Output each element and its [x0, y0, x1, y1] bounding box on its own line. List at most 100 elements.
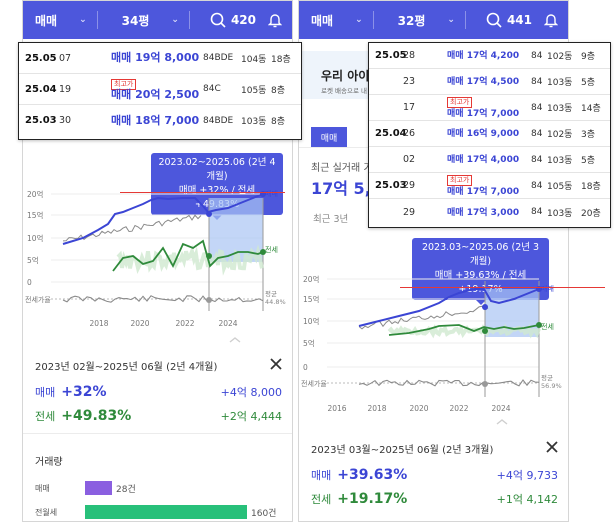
left-transaction-popup[interactable]: 25.05 07 매매 19억 8,000 84BDE 104동 18층 25.04 19 최고…	[18, 42, 302, 140]
trade-building: 103동	[241, 117, 267, 127]
chevron-down-icon: ⌄	[447, 15, 455, 25]
left-rent-range	[116, 244, 264, 276]
right-rent-line	[388, 324, 540, 336]
right-avg-label: 평균	[541, 373, 553, 382]
trade-price: 매매 17억 7,000	[447, 187, 520, 197]
trade-price: 매매 17억 4,500	[447, 77, 520, 87]
right-x-tick-label: 2016	[327, 404, 346, 413]
right-transaction-row[interactable]: 17 최고가 매매 17억 7,000 84 103동 14층	[369, 95, 610, 121]
left-sale-pct: +32%	[61, 384, 107, 400]
left-x-tick-label: 2024	[218, 319, 237, 328]
volume-bar	[85, 481, 112, 495]
trade-price: 매매 20억 2,500	[111, 88, 200, 101]
trade-price-cell: 매매 17억 4,200	[447, 50, 531, 61]
right-deal-label: 매매	[311, 13, 334, 28]
left-y-tick-label: 20억	[27, 190, 43, 199]
trade-unit-type: 84	[531, 102, 543, 113]
left-lower-label: 전세가율	[25, 295, 51, 304]
trade-unit-type: 84BDE	[203, 53, 234, 63]
right-y-tick-label: 5억	[303, 339, 315, 348]
trade-unit-type: 84	[531, 154, 543, 165]
left-transaction-row[interactable]: 25.04 19 최고가 매매 20억 2,500 84C 105동 8층	[19, 74, 301, 105]
trade-building: 103동	[547, 78, 573, 88]
right-search-button[interactable]: 441	[486, 1, 532, 39]
right-tab-sale[interactable]: 매매	[311, 127, 347, 147]
highest-price-badge: 최고가	[447, 97, 473, 108]
right-transaction-popup[interactable]: 25.05 28 매매 17억 4,200 84 102동 9층 23 매매 17억 4,50…	[368, 42, 611, 228]
right-recent-label: 최근 실거래 기	[311, 163, 373, 174]
right-sale-pct: +39.63%	[337, 467, 408, 483]
right-x-tick-label: 2024	[491, 404, 510, 413]
left-transaction-row[interactable]: 25.03 30 매매 18억 7,000 84BDE 103동 8층	[19, 105, 301, 136]
right-price-chart[interactable]: 20억 15억 10억 5억 0 매매 전세 전세가율 평균 56.9% 2016 2018 2020 2…	[299, 271, 568, 417]
divider	[188, 11, 190, 29]
left-avg-value: 44.8%	[265, 298, 286, 306]
divider	[372, 11, 374, 29]
close-icon[interactable]	[546, 441, 558, 453]
right-transaction-row[interactable]: 25.05 28 매매 17억 4,200 84 102동 9층	[369, 43, 610, 69]
right-transaction-row[interactable]: 25.03 29 최고가 매매 17억 7,000 84 105동 18층	[369, 173, 610, 199]
bell-icon[interactable]	[544, 12, 558, 28]
trade-price: 매매 19억 8,000	[111, 51, 200, 64]
divider	[23, 433, 292, 434]
volume-bar	[85, 505, 247, 519]
chevron-up-icon[interactable]	[228, 336, 242, 344]
left-y-tick-label: 0	[27, 278, 32, 287]
right-period-label[interactable]: 최근 3년	[313, 214, 349, 225]
right-deal-dropdown[interactable]: 매매 ⌄	[311, 1, 363, 39]
chevron-up-icon[interactable]	[495, 418, 509, 426]
right-transaction-row[interactable]: 23 매매 17억 4,500 84 103동 5층	[369, 69, 610, 95]
right-point-marker	[536, 322, 542, 328]
trade-floor: 5층	[581, 78, 596, 88]
left-search-button[interactable]: 420	[210, 1, 256, 39]
right-y-tick-label: 20억	[303, 275, 319, 284]
trade-building: 102동	[547, 130, 573, 140]
left-y-tick-label: 5억	[27, 256, 39, 265]
left-change-summary: 2023년 02월~2025년 06월 (2년 4개월) 매매 +32% +4억 …	[35, 358, 282, 432]
right-tooltip-period: 2023.03~2025.06 (2년 3개월)	[421, 242, 540, 267]
trade-floor: 5층	[581, 156, 596, 166]
right-transaction-row[interactable]: 02 매매 17억 4,000 84 103동 5층	[369, 147, 610, 173]
left-volume-title: 거래량	[35, 457, 63, 468]
left-price-chart[interactable]: 20억 15억 10억 5억 0 매매 전세 전세가율 평균 44.8% 2018 2020 2022 2…	[23, 186, 292, 346]
left-deal-dropdown[interactable]: 매매 ⌄	[35, 1, 87, 39]
bell-icon[interactable]	[268, 12, 282, 28]
trade-floor: 8층	[271, 85, 286, 96]
left-avg-label: 평균	[265, 289, 277, 298]
trade-unit-type: 84	[531, 180, 543, 191]
left-transaction-row[interactable]: 25.05 07 매매 19억 8,000 84BDE 104동 18층	[19, 43, 301, 74]
right-transaction-row[interactable]: 29 매매 17억 3,000 84 103동 20층	[369, 199, 610, 225]
right-rent-label: 전세	[311, 493, 332, 506]
volume-row-label: 전월세	[35, 507, 58, 517]
right-area-dropdown[interactable]: 32평 ⌄	[398, 1, 455, 39]
trade-floor: 20층	[581, 208, 601, 219]
close-icon[interactable]	[270, 358, 282, 370]
chevron-down-icon: ⌄	[171, 15, 179, 25]
right-rent-pct: +19.17%	[337, 491, 408, 507]
volume-row: 전월세 160건	[35, 500, 285, 521]
trade-date: 25.03	[375, 180, 407, 191]
right-banner-sub: 로켓 배송으로 내	[321, 87, 367, 95]
left-ratio-line	[62, 295, 264, 303]
right-rent-amount: +1억 4,142	[496, 493, 558, 506]
left-tooltip-period: 2023.02~2025.06 (2년 4개월)	[158, 157, 276, 182]
left-y-tick-label: 15억	[27, 211, 43, 220]
trade-building: 104동	[241, 54, 267, 65]
trade-day: 02	[403, 154, 416, 165]
left-area-dropdown[interactable]: 34평 ⌄	[122, 1, 179, 39]
right-transaction-row[interactable]: 25.04 26 매매 16억 9,000 84 102동 3층	[369, 121, 610, 147]
left-x-tick-label: 2020	[130, 319, 149, 328]
right-reference-line	[400, 287, 605, 288]
trade-unit-type: 84BDE	[203, 115, 234, 126]
right-sale-change-row: 매매 +39.63% +4억 9,733	[311, 467, 558, 491]
trade-price: 매매 17억 4,000	[447, 155, 520, 165]
left-rent-series-label: 전세	[265, 245, 278, 254]
left-x-tick-label: 2022	[175, 319, 194, 328]
chevron-down-icon: ⌄	[79, 15, 87, 25]
trade-floor: 18층	[581, 182, 601, 192]
trade-day: 29	[403, 206, 416, 218]
trade-price-cell: 매매 17억 4,500	[447, 76, 531, 87]
left-y-tick-label: 10억	[27, 234, 43, 243]
left-sale-line	[62, 193, 264, 245]
